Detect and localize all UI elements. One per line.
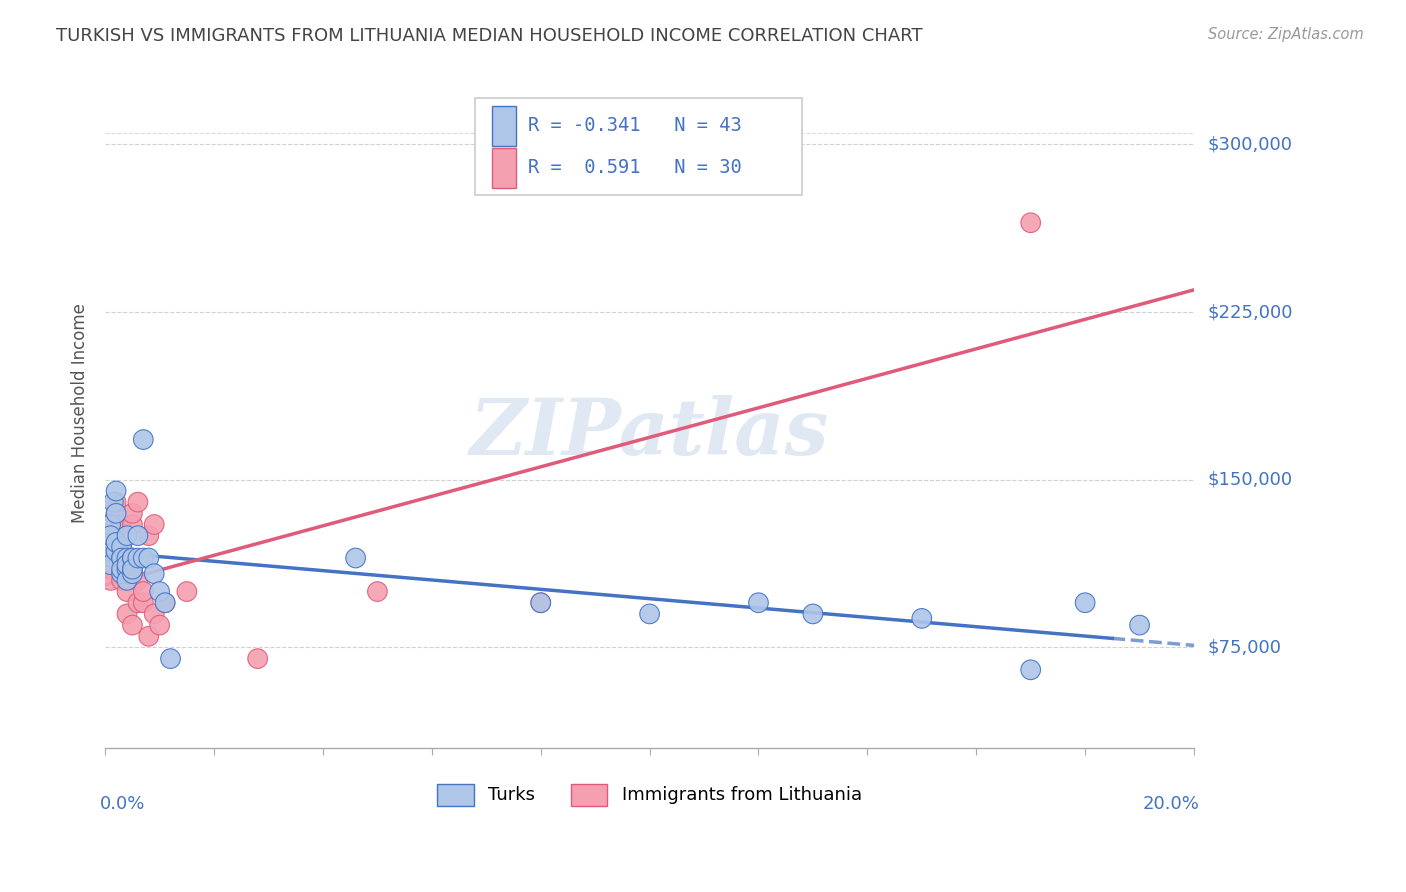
Point — [246, 651, 269, 665]
Point — [1129, 618, 1152, 632]
Text: R = -0.341   N = 43: R = -0.341 N = 43 — [527, 116, 741, 136]
Point — [110, 551, 132, 566]
Point — [801, 607, 824, 621]
Point — [100, 558, 122, 572]
Text: Source: ZipAtlas.com: Source: ZipAtlas.com — [1208, 27, 1364, 42]
Text: $150,000: $150,000 — [1208, 471, 1292, 489]
Point — [138, 629, 160, 643]
Point — [149, 618, 172, 632]
Point — [96, 551, 118, 566]
Point — [115, 562, 138, 576]
Point — [105, 544, 128, 558]
Point — [153, 596, 176, 610]
Point — [638, 607, 661, 621]
Point — [127, 596, 149, 610]
Point — [121, 551, 143, 566]
Point — [105, 495, 128, 509]
Point — [105, 506, 128, 520]
Point — [159, 651, 181, 665]
Point — [100, 529, 122, 543]
Point — [176, 584, 198, 599]
Point — [100, 574, 122, 588]
Point — [132, 596, 155, 610]
Text: R =  0.591   N = 30: R = 0.591 N = 30 — [527, 159, 741, 178]
Point — [121, 551, 143, 566]
Point — [366, 584, 388, 599]
Point — [105, 483, 128, 498]
Point — [143, 517, 166, 532]
Text: 20.0%: 20.0% — [1143, 795, 1199, 813]
Point — [132, 551, 155, 566]
Point — [105, 506, 128, 520]
Point — [110, 540, 132, 554]
Point — [127, 529, 149, 543]
Point — [1019, 663, 1042, 677]
Point — [110, 517, 132, 532]
Text: $225,000: $225,000 — [1208, 303, 1292, 321]
Point — [110, 562, 132, 576]
Text: TURKISH VS IMMIGRANTS FROM LITHUANIA MEDIAN HOUSEHOLD INCOME CORRELATION CHART: TURKISH VS IMMIGRANTS FROM LITHUANIA MED… — [56, 27, 922, 45]
Point — [530, 596, 553, 610]
Point — [115, 574, 138, 588]
Point — [530, 596, 553, 610]
Point — [115, 607, 138, 621]
Point — [115, 551, 138, 566]
Point — [121, 517, 143, 532]
Point — [127, 495, 149, 509]
Point — [110, 566, 132, 581]
FancyBboxPatch shape — [475, 97, 801, 194]
FancyBboxPatch shape — [492, 148, 516, 188]
Legend: Turks, Immigrants from Lithuania: Turks, Immigrants from Lithuania — [430, 776, 869, 813]
Text: $300,000: $300,000 — [1208, 136, 1292, 153]
Point — [110, 540, 132, 554]
Point — [115, 584, 138, 599]
Point — [138, 529, 160, 543]
Point — [110, 551, 132, 566]
Point — [149, 584, 172, 599]
Point — [138, 551, 160, 566]
Point — [110, 574, 132, 588]
FancyBboxPatch shape — [492, 105, 516, 145]
Point — [115, 558, 138, 572]
Point — [153, 596, 176, 610]
Text: ZIPatlas: ZIPatlas — [470, 394, 830, 471]
Point — [121, 562, 143, 576]
Point — [97, 517, 120, 532]
Point — [103, 495, 125, 509]
Text: $75,000: $75,000 — [1208, 639, 1281, 657]
Point — [747, 596, 769, 610]
Point — [121, 566, 143, 581]
Point — [121, 618, 143, 632]
Point — [100, 517, 122, 532]
Point — [132, 584, 155, 599]
Point — [344, 551, 367, 566]
Point — [97, 540, 120, 554]
Point — [911, 611, 934, 625]
Point — [1074, 596, 1097, 610]
Point — [143, 607, 166, 621]
Point — [127, 551, 149, 566]
Point — [1019, 216, 1042, 230]
Point — [105, 535, 128, 549]
Point — [121, 562, 143, 576]
Point — [143, 566, 166, 581]
Text: 0.0%: 0.0% — [100, 795, 145, 813]
Y-axis label: Median Household Income: Median Household Income — [72, 302, 89, 523]
Point — [100, 544, 122, 558]
Point — [132, 433, 155, 447]
Point — [121, 506, 143, 520]
Point — [115, 529, 138, 543]
Point — [100, 562, 122, 576]
Point — [127, 574, 149, 588]
